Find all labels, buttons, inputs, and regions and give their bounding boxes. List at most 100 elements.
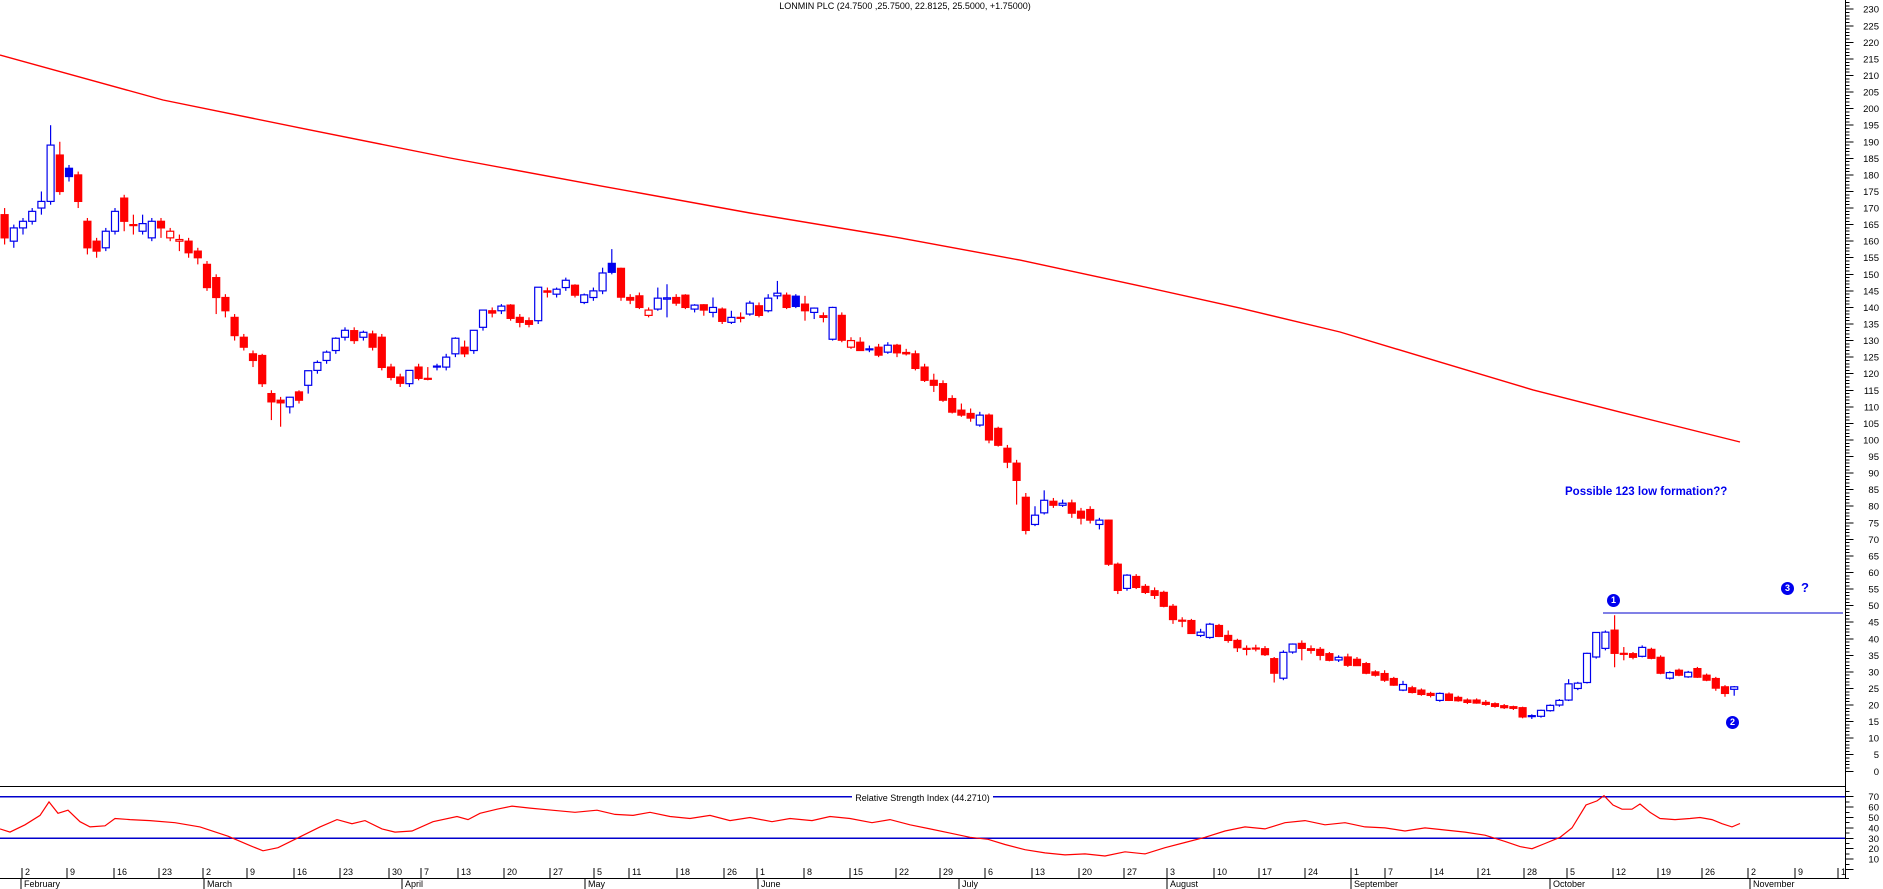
candle-body: [1205, 623, 1214, 639]
candle-body: [1076, 510, 1086, 519]
price-tick-label: 155: [1863, 253, 1879, 264]
candle-body: [1573, 682, 1582, 690]
candle-body: [534, 286, 543, 322]
price-tick-label: 230: [1863, 5, 1879, 16]
candle-body: [1104, 519, 1113, 565]
candle-body: [1601, 631, 1610, 649]
date-tick-label: 5: [1570, 867, 1575, 877]
candle-body: [9, 227, 18, 242]
date-tick-label: 27: [553, 867, 563, 877]
price-tick-label: 110: [1864, 402, 1879, 413]
candle-body: [1647, 648, 1656, 659]
candle-body: [1536, 709, 1546, 717]
candle-body: [718, 308, 727, 322]
candle-body: [1279, 651, 1288, 679]
candle-body: [497, 305, 506, 312]
candle-body: [1509, 706, 1518, 709]
price-tick-label: 170: [1863, 204, 1879, 215]
candle-body: [1178, 619, 1187, 622]
candle-body: [1095, 519, 1104, 526]
candle-body: [1500, 705, 1509, 709]
candle-body: [1463, 699, 1472, 703]
price-tick-label: 40: [1868, 634, 1879, 645]
candle-body: [662, 297, 672, 300]
candle-body: [368, 333, 377, 348]
candle-body: [1426, 692, 1435, 697]
candle-body: [690, 304, 699, 310]
candle-body: [819, 315, 828, 318]
candle-body: [810, 307, 819, 314]
candle-body: [1730, 686, 1739, 690]
candle-body: [55, 154, 64, 193]
date-tick-label: 11: [632, 867, 641, 877]
candle-body: [1086, 508, 1095, 521]
month-label: June: [761, 879, 781, 889]
month-label: March: [207, 879, 232, 889]
date-tick-label: 1: [760, 867, 765, 877]
price-tick-label: 160: [1863, 237, 1879, 248]
candle-body: [129, 224, 138, 227]
candle-body: [1720, 686, 1730, 695]
candle-body: [1159, 591, 1168, 607]
point-3-marker: 3: [1781, 582, 1794, 595]
price-tick-label: 220: [1863, 38, 1879, 49]
candle-body: [460, 346, 469, 355]
date-tick-label: 10: [1217, 867, 1227, 877]
price-tick-label: 30: [1868, 667, 1879, 678]
candle-body: [957, 409, 966, 416]
candle-body: [1168, 605, 1178, 621]
price-tick-label: 180: [1863, 170, 1879, 181]
candle-body: [1472, 699, 1481, 704]
candle-body: [331, 337, 340, 352]
candle-body: [791, 295, 800, 308]
candle-body: [865, 348, 874, 351]
date-tick-label: 2: [25, 867, 30, 877]
candle-body: [1665, 671, 1674, 679]
rsi-pane-title: Relative Strength Index (44.2710): [852, 793, 993, 803]
price-tick-label: 90: [1868, 469, 1879, 480]
candle-body: [414, 366, 423, 379]
month-label: August: [1170, 879, 1199, 889]
date-tick-label: 21: [1481, 867, 1491, 877]
candle-body: [386, 366, 396, 378]
candle-body: [782, 294, 791, 309]
candle-body: [892, 344, 902, 354]
candle-body: [800, 303, 810, 312]
candle-body: [258, 354, 267, 385]
candle-body: [37, 200, 46, 209]
rsi-tick-label: 30: [1868, 834, 1879, 845]
month-label: April: [405, 879, 423, 889]
candle-body: [1141, 585, 1150, 593]
candle-body: [543, 290, 552, 293]
rsi-pane-title-wrap: Relative Strength Index (44.2710): [0, 788, 1845, 806]
date-tick-label: 9: [250, 867, 255, 877]
candle-body: [616, 267, 626, 298]
date-tick-label: 20: [507, 867, 517, 877]
candle-body: [221, 296, 230, 312]
candle-body: [1564, 683, 1573, 701]
candle-body: [1546, 704, 1555, 712]
candle-body: [396, 376, 405, 384]
candle-body: [74, 174, 83, 203]
price-tick-label: 135: [1863, 320, 1879, 331]
rsi-line: [0, 794, 1741, 857]
date-tick-label: 2: [206, 867, 211, 877]
candle-body: [423, 377, 432, 380]
candle-body: [212, 277, 221, 299]
candle-body: [1610, 629, 1619, 654]
price-tick-label: 145: [1863, 286, 1879, 297]
candle-body: [1270, 658, 1279, 674]
candle-body: [1251, 647, 1260, 650]
date-tick-label: 17: [1262, 867, 1272, 877]
date-tick-label: 27: [1127, 867, 1137, 877]
candle-body: [1021, 496, 1030, 532]
candle-body: [442, 356, 451, 368]
price-tick-label: 20: [1868, 701, 1879, 712]
candle-body: [561, 279, 570, 289]
candle-body: [18, 220, 28, 229]
price-tick-label: 125: [1863, 353, 1879, 364]
candle-body: [1454, 696, 1463, 702]
candle-body: [911, 353, 920, 370]
